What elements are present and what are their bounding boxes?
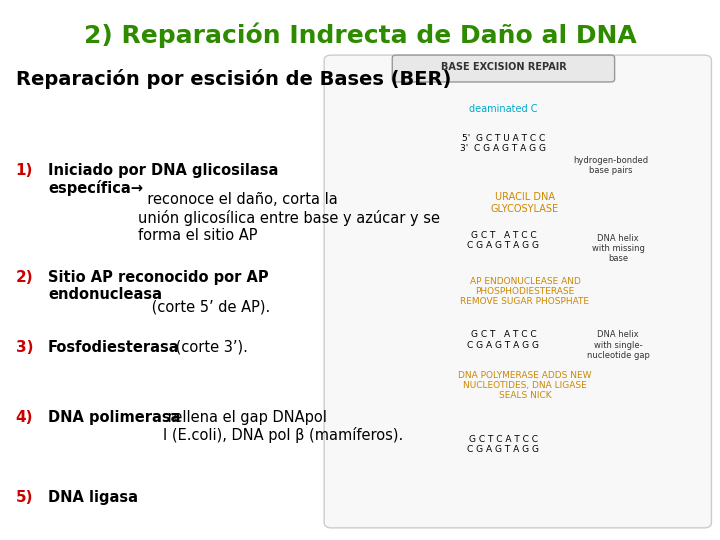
Text: BASE EXCISION REPAIR: BASE EXCISION REPAIR bbox=[441, 63, 567, 72]
Text: rellena el gap DNApol
I (E.coli), DNA pol β (mamíferos).: rellena el gap DNApol I (E.coli), DNA po… bbox=[163, 410, 403, 443]
Text: 1): 1) bbox=[16, 163, 33, 178]
Text: Sitio AP reconocido por AP
endonucleasa: Sitio AP reconocido por AP endonucleasa bbox=[48, 270, 269, 302]
Text: reconoce el daño, corta la
unión glicosílica entre base y azúcar y se
forma el s: reconoce el daño, corta la unión glicosí… bbox=[138, 192, 441, 243]
Text: DNA POLYMERASE ADDS NEW
NUCLEOTIDES, DNA LIGASE
SEALS NICK: DNA POLYMERASE ADDS NEW NUCLEOTIDES, DNA… bbox=[458, 370, 592, 400]
Text: Reparación por escisión de Bases (BER): Reparación por escisión de Bases (BER) bbox=[16, 69, 451, 89]
Text: Fosfodiesterasa: Fosfodiesterasa bbox=[48, 340, 179, 355]
FancyBboxPatch shape bbox=[324, 55, 711, 528]
Text: 5'  G C T U A T C C
3'  C G A G T A G G: 5' G C T U A T C C 3' C G A G T A G G bbox=[461, 134, 546, 153]
Text: 2) Reparación Indrecta de Daño al DNA: 2) Reparación Indrecta de Daño al DNA bbox=[84, 23, 636, 49]
FancyBboxPatch shape bbox=[432, 184, 639, 219]
Text: 4): 4) bbox=[16, 410, 33, 424]
FancyBboxPatch shape bbox=[432, 270, 650, 316]
Text: G C T C A T C C
C G A G T A G G: G C T C A T C C C G A G T A G G bbox=[467, 435, 539, 454]
Text: G C T   A T C C
C G A G T A G G: G C T A T C C C G A G T A G G bbox=[467, 231, 539, 250]
FancyBboxPatch shape bbox=[432, 367, 647, 407]
Text: DNA ligasa: DNA ligasa bbox=[48, 490, 138, 505]
Text: (corte 5’ de AP).: (corte 5’ de AP). bbox=[147, 300, 270, 314]
Text: 2): 2) bbox=[16, 270, 33, 285]
FancyBboxPatch shape bbox=[392, 55, 615, 82]
Text: deaminated C: deaminated C bbox=[469, 104, 538, 114]
Text: AP ENDONUCLEASE AND
PHOSPHODIESTERASE
REMOVE SUGAR PHOSPHATE: AP ENDONUCLEASE AND PHOSPHODIESTERASE RE… bbox=[461, 276, 590, 306]
Text: DNA helix
with single-
nucleotide gap: DNA helix with single- nucleotide gap bbox=[587, 330, 649, 360]
Text: 5): 5) bbox=[16, 490, 33, 505]
Text: hydrogen-bonded
base pairs: hydrogen-bonded base pairs bbox=[573, 156, 649, 175]
Text: Iniciado por DNA glicosilasa
específica→: Iniciado por DNA glicosilasa específica→ bbox=[48, 163, 279, 196]
Text: (corte 3’).: (corte 3’). bbox=[171, 340, 248, 355]
Text: G C T   A T C C
C G A G T A G G: G C T A T C C C G A G T A G G bbox=[467, 330, 539, 349]
Text: DNA helix
with missing
base: DNA helix with missing base bbox=[592, 234, 644, 264]
Text: 3): 3) bbox=[16, 340, 33, 355]
Text: DNA polimerasa: DNA polimerasa bbox=[48, 410, 181, 424]
Text: URACIL DNA
GLYCOSYLASE: URACIL DNA GLYCOSYLASE bbox=[491, 192, 559, 214]
